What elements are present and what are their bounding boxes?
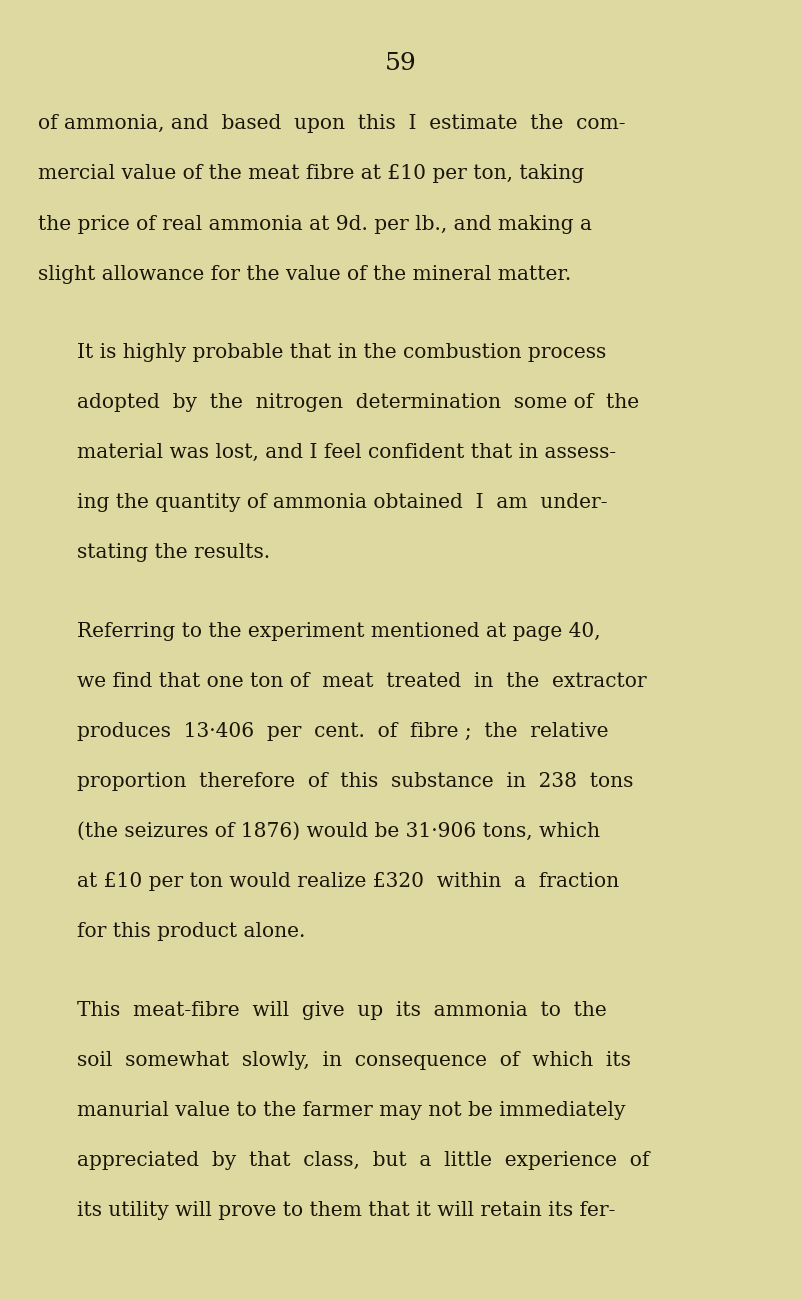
Text: 59: 59 xyxy=(384,52,417,75)
Text: mercial value of the meat fibre at £10 per ton, taking: mercial value of the meat fibre at £10 p… xyxy=(38,164,585,183)
Text: we find that one ton of  meat  treated  in  the  extractor: we find that one ton of meat treated in … xyxy=(77,672,646,692)
Text: This  meat-fibre  will  give  up  its  ammonia  to  the: This meat-fibre will give up its ammonia… xyxy=(77,1001,606,1020)
Text: material was lost, and I feel confident that in assess-: material was lost, and I feel confident … xyxy=(77,443,616,463)
Text: the price of real ammonia at 9d. per lb., and making a: the price of real ammonia at 9d. per lb.… xyxy=(38,214,593,234)
Text: of ammonia, and  based  upon  this  I  estimate  the  com-: of ammonia, and based upon this I estima… xyxy=(38,114,626,134)
Text: soil  somewhat  slowly,  in  consequence  of  which  its: soil somewhat slowly, in consequence of … xyxy=(77,1050,630,1070)
Text: ing the quantity of ammonia obtained  I  am  under-: ing the quantity of ammonia obtained I a… xyxy=(77,493,607,512)
Text: slight allowance for the value of the mineral matter.: slight allowance for the value of the mi… xyxy=(38,265,572,283)
Text: at £10 per ton would realize £320  within  a  fraction: at £10 per ton would realize £320 within… xyxy=(77,872,619,892)
Text: for this product alone.: for this product alone. xyxy=(77,922,305,941)
Text: stating the results.: stating the results. xyxy=(77,543,270,563)
Text: its utility will prove to them that it will retain its fer-: its utility will prove to them that it w… xyxy=(77,1201,615,1221)
Text: manurial value to the farmer may not be immediately: manurial value to the farmer may not be … xyxy=(77,1101,626,1121)
Text: proportion  therefore  of  this  substance  in  238  tons: proportion therefore of this substance i… xyxy=(77,772,634,792)
Text: appreciated  by  that  class,  but  a  little  experience  of: appreciated by that class, but a little … xyxy=(77,1150,650,1170)
Text: produces  13·406  per  cent.  of  fibre ;  the  relative: produces 13·406 per cent. of fibre ; the… xyxy=(77,722,609,741)
Text: Referring to the experiment mentioned at page 40,: Referring to the experiment mentioned at… xyxy=(77,621,601,641)
Text: It is highly probable that in the combustion process: It is highly probable that in the combus… xyxy=(77,343,606,363)
Text: adopted  by  the  nitrogen  determination  some of  the: adopted by the nitrogen determination so… xyxy=(77,393,639,412)
Text: (the seizures of 1876) would be 31·906 tons, which: (the seizures of 1876) would be 31·906 t… xyxy=(77,822,600,841)
